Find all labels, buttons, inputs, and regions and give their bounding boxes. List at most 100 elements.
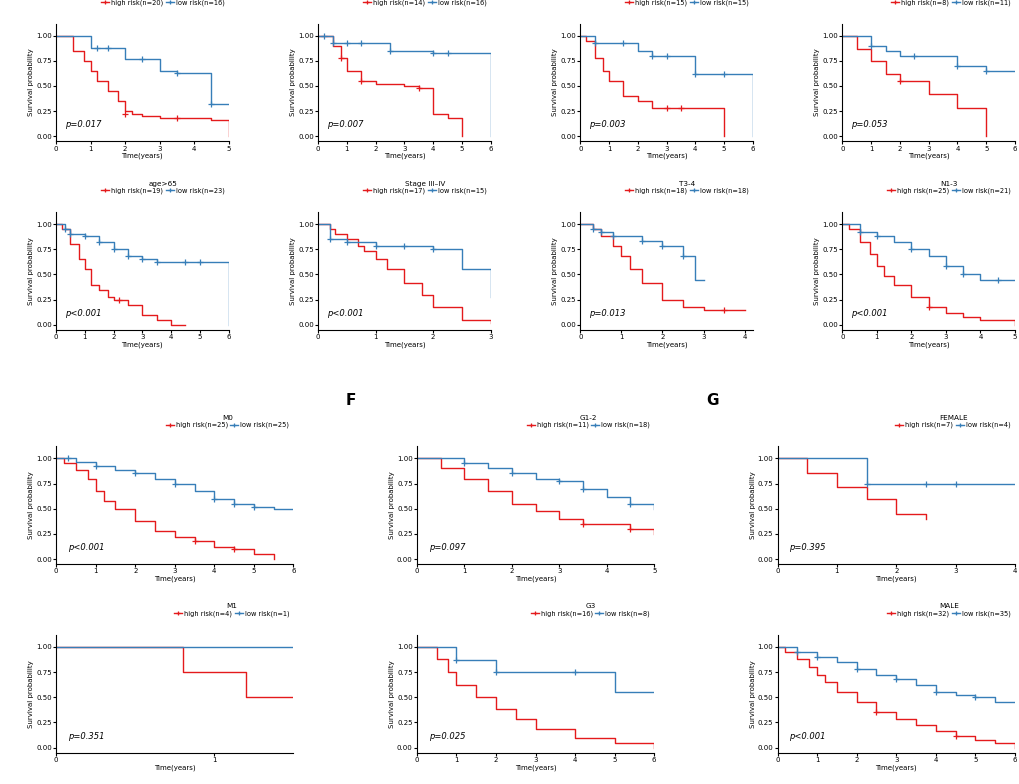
Legend: high risk(n=25), low risk(n=25): high risk(n=25), low risk(n=25) xyxy=(165,414,289,429)
Point xyxy=(888,673,904,685)
Point xyxy=(353,74,369,87)
Y-axis label: Survival probability: Survival probability xyxy=(813,49,819,116)
Point xyxy=(575,482,591,495)
Point xyxy=(105,243,121,256)
Legend: high risk(n=4), low risk(n=1): high risk(n=4), low risk(n=1) xyxy=(173,603,289,618)
Point xyxy=(381,45,397,57)
Legend: high risk(n=20), low risk(n=16): high risk(n=20), low risk(n=16) xyxy=(100,0,225,6)
Point xyxy=(192,256,208,269)
Legend: high risk(n=19), low risk(n=23): high risk(n=19), low risk(n=23) xyxy=(100,180,225,195)
Point xyxy=(62,228,78,241)
Point xyxy=(411,82,427,94)
Text: p=0.007: p=0.007 xyxy=(326,120,363,129)
Point xyxy=(657,49,674,62)
X-axis label: Time(years): Time(years) xyxy=(383,341,425,348)
Point xyxy=(604,230,621,242)
Point xyxy=(127,467,144,480)
Point xyxy=(503,467,520,480)
Point xyxy=(622,497,638,510)
Point xyxy=(675,250,691,263)
Point xyxy=(447,654,464,666)
Point xyxy=(917,477,933,490)
Point xyxy=(60,452,76,465)
Point xyxy=(177,256,194,269)
Point xyxy=(550,474,567,487)
Text: p=0.097: p=0.097 xyxy=(428,543,465,552)
Point xyxy=(867,706,883,719)
Text: p=0.017: p=0.017 xyxy=(64,120,101,129)
Point xyxy=(643,49,659,62)
Point xyxy=(487,666,503,678)
Point xyxy=(977,64,994,77)
Point xyxy=(321,233,337,245)
Y-axis label: Survival probability: Survival probability xyxy=(388,660,394,728)
Legend: high risk(n=7), low risk(n=4): high risk(n=7), low risk(n=4) xyxy=(894,414,1011,429)
Point xyxy=(316,29,332,42)
Point xyxy=(135,253,151,266)
Y-axis label: Survival probability: Survival probability xyxy=(29,471,34,539)
Point xyxy=(338,236,355,249)
Text: p<0.001: p<0.001 xyxy=(789,731,825,741)
Legend: high risk(n=8), low risk(n=11): high risk(n=8), low risk(n=11) xyxy=(890,0,1011,6)
Legend: high risk(n=25), low risk(n=21): high risk(n=25), low risk(n=21) xyxy=(886,180,1011,195)
Y-axis label: Survival probability: Survival probability xyxy=(552,237,557,305)
Point xyxy=(653,240,669,252)
Point xyxy=(673,102,689,114)
Text: F: F xyxy=(345,394,356,408)
X-axis label: Time(years): Time(years) xyxy=(383,153,425,159)
Point xyxy=(425,243,441,256)
Text: p=0.013: p=0.013 xyxy=(588,309,625,318)
Text: p<0.001: p<0.001 xyxy=(326,309,363,318)
Point xyxy=(622,523,638,535)
Point xyxy=(903,243,919,256)
Point xyxy=(166,477,182,490)
X-axis label: Time(years): Time(years) xyxy=(645,153,687,159)
X-axis label: Time(years): Time(years) xyxy=(154,764,196,771)
Y-axis label: Survival probability: Survival probability xyxy=(29,237,34,305)
Point xyxy=(324,36,340,49)
Point xyxy=(715,303,732,316)
Point xyxy=(868,230,884,242)
Point xyxy=(858,477,874,490)
Point xyxy=(789,646,805,659)
Text: p<0.001: p<0.001 xyxy=(68,543,104,552)
Point xyxy=(168,67,184,79)
X-axis label: Time(years): Time(years) xyxy=(121,341,163,348)
Point xyxy=(396,240,413,252)
X-axis label: Time(years): Time(years) xyxy=(907,153,949,159)
Y-axis label: Survival probability: Survival probability xyxy=(749,471,755,539)
Point xyxy=(919,300,935,313)
Y-axis label: Survival probability: Survival probability xyxy=(388,471,394,539)
Legend: high risk(n=17), low risk(n=15): high risk(n=17), low risk(n=15) xyxy=(362,180,487,195)
Point xyxy=(149,256,165,269)
Point xyxy=(947,729,963,742)
X-axis label: Time(years): Time(years) xyxy=(154,575,196,583)
Point xyxy=(926,686,943,699)
Y-axis label: Survival probability: Survival probability xyxy=(749,660,755,728)
Text: p=0.025: p=0.025 xyxy=(428,731,465,741)
Point xyxy=(592,226,608,238)
Point xyxy=(586,36,602,49)
Point xyxy=(439,46,455,59)
X-axis label: Time(years): Time(years) xyxy=(874,575,916,583)
Point xyxy=(657,102,674,114)
Point xyxy=(100,42,116,54)
Point xyxy=(905,49,921,62)
Point xyxy=(135,53,151,65)
Point xyxy=(567,666,583,678)
Point xyxy=(687,67,703,80)
Legend: high risk(n=11), low risk(n=18): high risk(n=11), low risk(n=18) xyxy=(526,414,650,429)
Point xyxy=(168,112,184,125)
Y-axis label: Survival probability: Survival probability xyxy=(552,49,557,116)
Point xyxy=(56,223,72,235)
Point xyxy=(891,74,907,87)
Point xyxy=(966,691,982,703)
Point xyxy=(947,477,963,490)
Point xyxy=(226,497,243,510)
Y-axis label: Survival probability: Survival probability xyxy=(813,237,819,305)
Point xyxy=(614,36,631,49)
X-axis label: Time(years): Time(years) xyxy=(515,764,555,771)
Y-axis label: Survival probability: Survival probability xyxy=(290,237,296,305)
Point xyxy=(226,543,243,555)
Point xyxy=(808,651,824,663)
